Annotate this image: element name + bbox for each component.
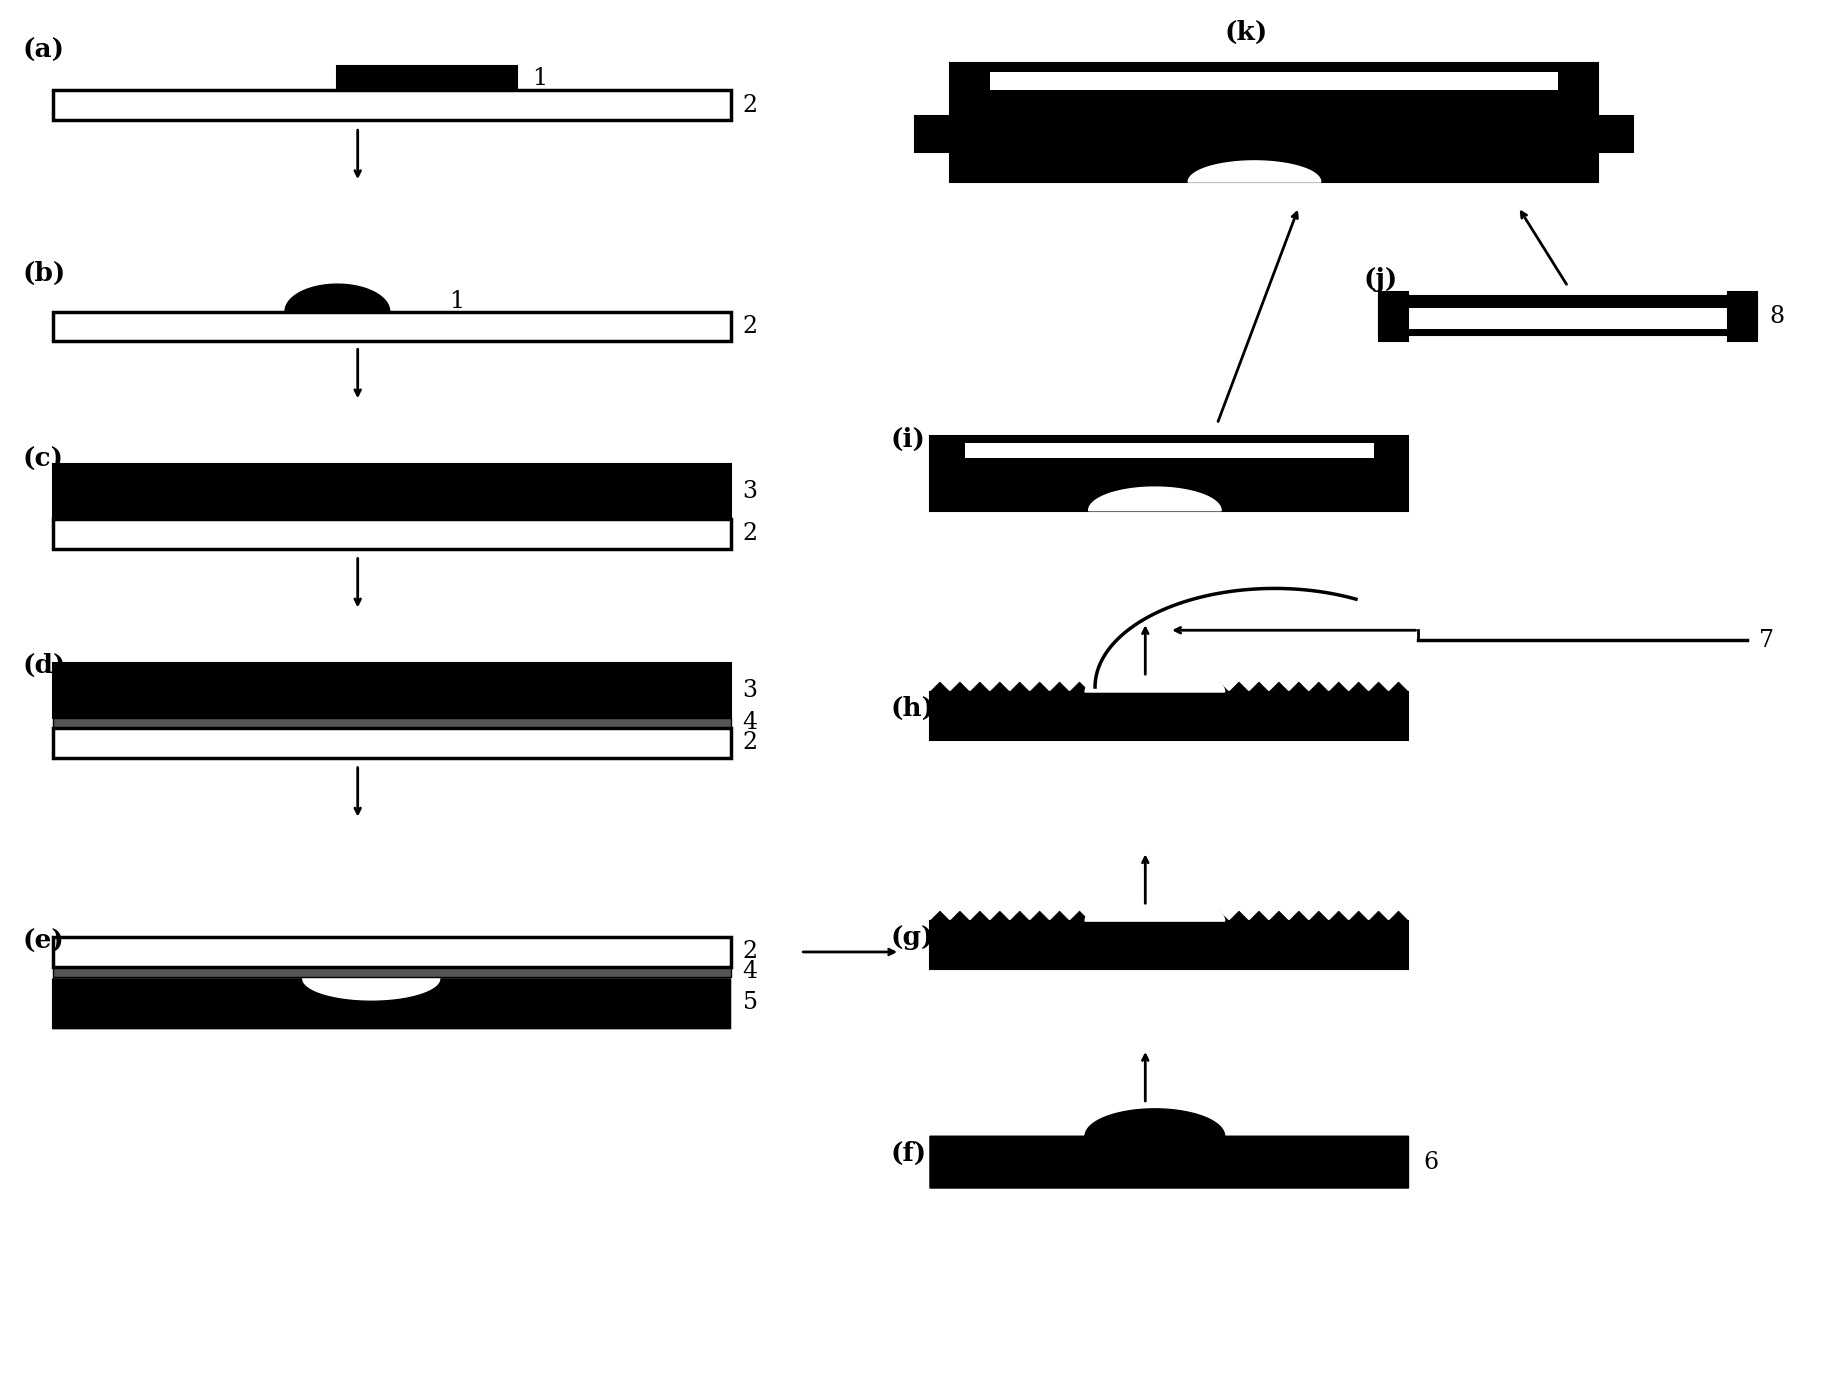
- Text: 8: 8: [1769, 304, 1785, 328]
- Bar: [53, 518, 731, 549]
- Text: (f): (f): [890, 1141, 926, 1166]
- Polygon shape: [1188, 161, 1321, 182]
- Text: 2: 2: [742, 95, 758, 117]
- Text: 2: 2: [742, 941, 758, 963]
- Bar: [965, 443, 1374, 457]
- Bar: [53, 90, 731, 121]
- Text: 2: 2: [742, 731, 758, 755]
- Polygon shape: [930, 682, 1409, 692]
- Bar: [53, 937, 731, 967]
- Bar: [990, 72, 1558, 90]
- Text: (j): (j): [1363, 267, 1398, 292]
- Text: 3: 3: [742, 680, 758, 702]
- Text: 6: 6: [1423, 1151, 1438, 1173]
- Bar: [53, 717, 731, 728]
- Text: 2: 2: [742, 523, 758, 545]
- Text: (i): (i): [890, 427, 924, 452]
- Polygon shape: [1085, 897, 1224, 922]
- Bar: [950, 63, 1599, 182]
- Bar: [338, 65, 517, 90]
- Bar: [53, 728, 731, 758]
- Text: 1: 1: [449, 291, 464, 313]
- Polygon shape: [53, 979, 731, 1029]
- Bar: [1728, 292, 1758, 342]
- Text: (c): (c): [22, 446, 64, 471]
- Text: (a): (a): [22, 38, 64, 63]
- Bar: [1379, 296, 1758, 335]
- Polygon shape: [1085, 667, 1224, 692]
- Text: 4: 4: [742, 960, 758, 983]
- Bar: [1379, 292, 1409, 342]
- Text: (g): (g): [890, 924, 934, 949]
- Bar: [53, 464, 731, 518]
- Bar: [53, 663, 731, 717]
- Polygon shape: [930, 1109, 1409, 1188]
- Bar: [930, 922, 1409, 969]
- Text: 7: 7: [1759, 628, 1774, 652]
- Text: (e): (e): [22, 929, 64, 954]
- Bar: [930, 692, 1409, 739]
- Bar: [1599, 117, 1633, 152]
- Bar: [930, 436, 1409, 510]
- Text: (h): (h): [890, 695, 934, 720]
- Text: (k): (k): [1224, 21, 1268, 44]
- Bar: [53, 311, 731, 342]
- Text: 3: 3: [742, 480, 758, 503]
- Text: (d): (d): [22, 653, 66, 677]
- Text: 1: 1: [532, 67, 546, 90]
- Bar: [53, 967, 731, 977]
- Bar: [915, 117, 950, 152]
- Polygon shape: [285, 284, 389, 311]
- Polygon shape: [1089, 486, 1220, 510]
- Bar: [1409, 307, 1728, 329]
- Text: 2: 2: [742, 316, 758, 338]
- Text: 4: 4: [742, 712, 758, 734]
- Polygon shape: [930, 910, 1409, 922]
- Text: (b): (b): [22, 261, 66, 286]
- Text: 5: 5: [742, 991, 758, 1015]
